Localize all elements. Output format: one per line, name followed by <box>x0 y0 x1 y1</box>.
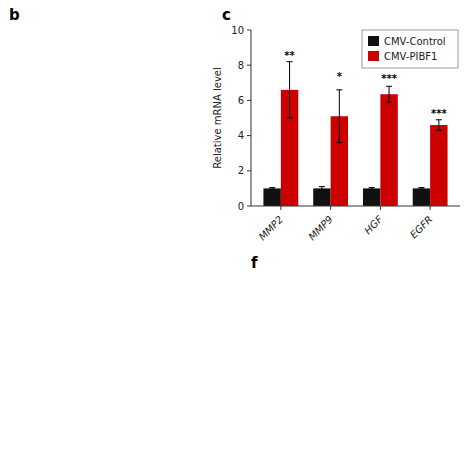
legend-frame <box>362 30 458 68</box>
significance-label: *** <box>431 108 447 119</box>
error-cap <box>287 118 293 119</box>
legend-label: CMV-Control <box>384 36 446 47</box>
legend-swatch <box>368 36 379 46</box>
x-tick-label: EGFR <box>408 214 435 241</box>
y-tick-label: 4 <box>238 130 244 141</box>
error-cap <box>336 142 342 143</box>
error-line <box>289 62 290 118</box>
y-tick <box>247 206 251 207</box>
error-bar <box>319 187 325 191</box>
error-cap <box>369 187 375 188</box>
bar <box>430 125 447 206</box>
bar <box>363 188 380 206</box>
x-tick-label: MMP2 <box>257 214 286 243</box>
bar <box>380 94 397 206</box>
x-tick <box>330 206 331 210</box>
y-axis-line <box>251 30 252 206</box>
x-tick <box>380 206 381 210</box>
y-tick-label: 6 <box>238 95 244 106</box>
y-tick-label: 2 <box>238 165 244 176</box>
bars <box>263 62 447 206</box>
error-cap <box>369 189 375 190</box>
y-tick-label: 10 <box>231 25 244 36</box>
bar <box>413 188 430 206</box>
significance-label: * <box>337 71 343 82</box>
x-tick <box>430 206 431 210</box>
error-cap <box>436 130 442 131</box>
error-cap <box>269 187 275 188</box>
y-axis-label: Relative mRNA level <box>212 67 223 168</box>
error-bar <box>436 120 442 131</box>
error-bar <box>287 62 293 118</box>
error-cap <box>436 119 442 120</box>
legend-swatch <box>368 51 379 61</box>
error-line <box>438 120 439 131</box>
error-bar <box>336 90 342 143</box>
significance-label: *** <box>381 73 397 84</box>
bar <box>263 188 280 206</box>
y-tick <box>247 135 251 136</box>
x-tick-label: MMP9 <box>306 214 335 243</box>
error-cap <box>319 186 325 187</box>
panel-label: f <box>251 254 258 272</box>
error-line <box>389 86 390 102</box>
legend-label: CMV-PIBF1 <box>384 51 437 62</box>
x-tick <box>280 206 281 210</box>
legend: CMV-Control CMV-PIBF1 <box>362 30 458 68</box>
y-tick <box>247 30 251 31</box>
error-cap <box>418 187 424 188</box>
y-tick <box>247 100 251 101</box>
error-bar <box>386 86 392 102</box>
error-cap <box>418 189 424 190</box>
significance-label: ** <box>284 50 295 61</box>
error-cap <box>386 102 392 103</box>
error-bar <box>269 188 275 190</box>
error-cap <box>319 190 325 191</box>
error-cap <box>269 189 275 190</box>
x-tick-label: HGF <box>362 213 385 236</box>
error-cap <box>336 89 342 90</box>
panel-label: b <box>9 6 20 24</box>
y-tick-label: 8 <box>238 60 244 71</box>
error-cap <box>386 86 392 87</box>
error-bar <box>369 188 375 190</box>
bar <box>313 188 330 206</box>
y-tick <box>247 170 251 171</box>
error-line <box>321 187 322 191</box>
error-cap <box>287 61 293 62</box>
y-tick <box>247 65 251 66</box>
error-bar <box>418 188 424 190</box>
panel-label: c <box>222 6 231 24</box>
error-line <box>339 90 340 143</box>
chart: 0 2 4 6 8 10 MMP2 MMP9 HGF EGFR Relative mRNA leve… <box>0 0 474 474</box>
y-tick-label: 0 <box>238 201 244 212</box>
x-axis-line <box>251 206 460 207</box>
